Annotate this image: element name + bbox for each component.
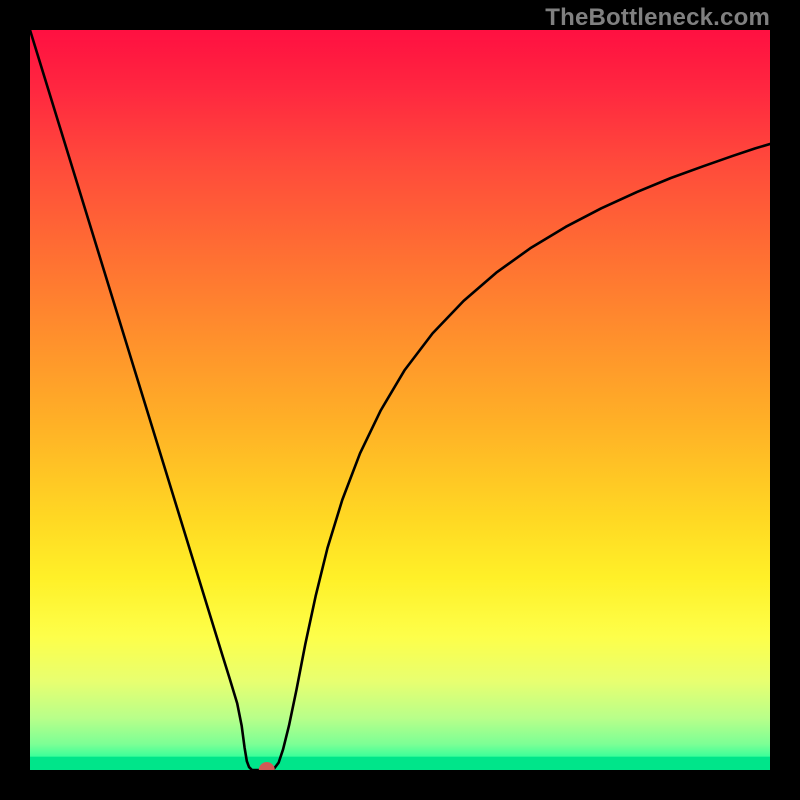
chart-bottom-band [30, 757, 770, 770]
chart-background [30, 30, 770, 770]
bottleneck-chart [30, 30, 770, 770]
plot-area [30, 30, 770, 770]
watermark-text: TheBottleneck.com [545, 4, 770, 32]
chart-frame: TheBottleneck.com [0, 0, 800, 800]
